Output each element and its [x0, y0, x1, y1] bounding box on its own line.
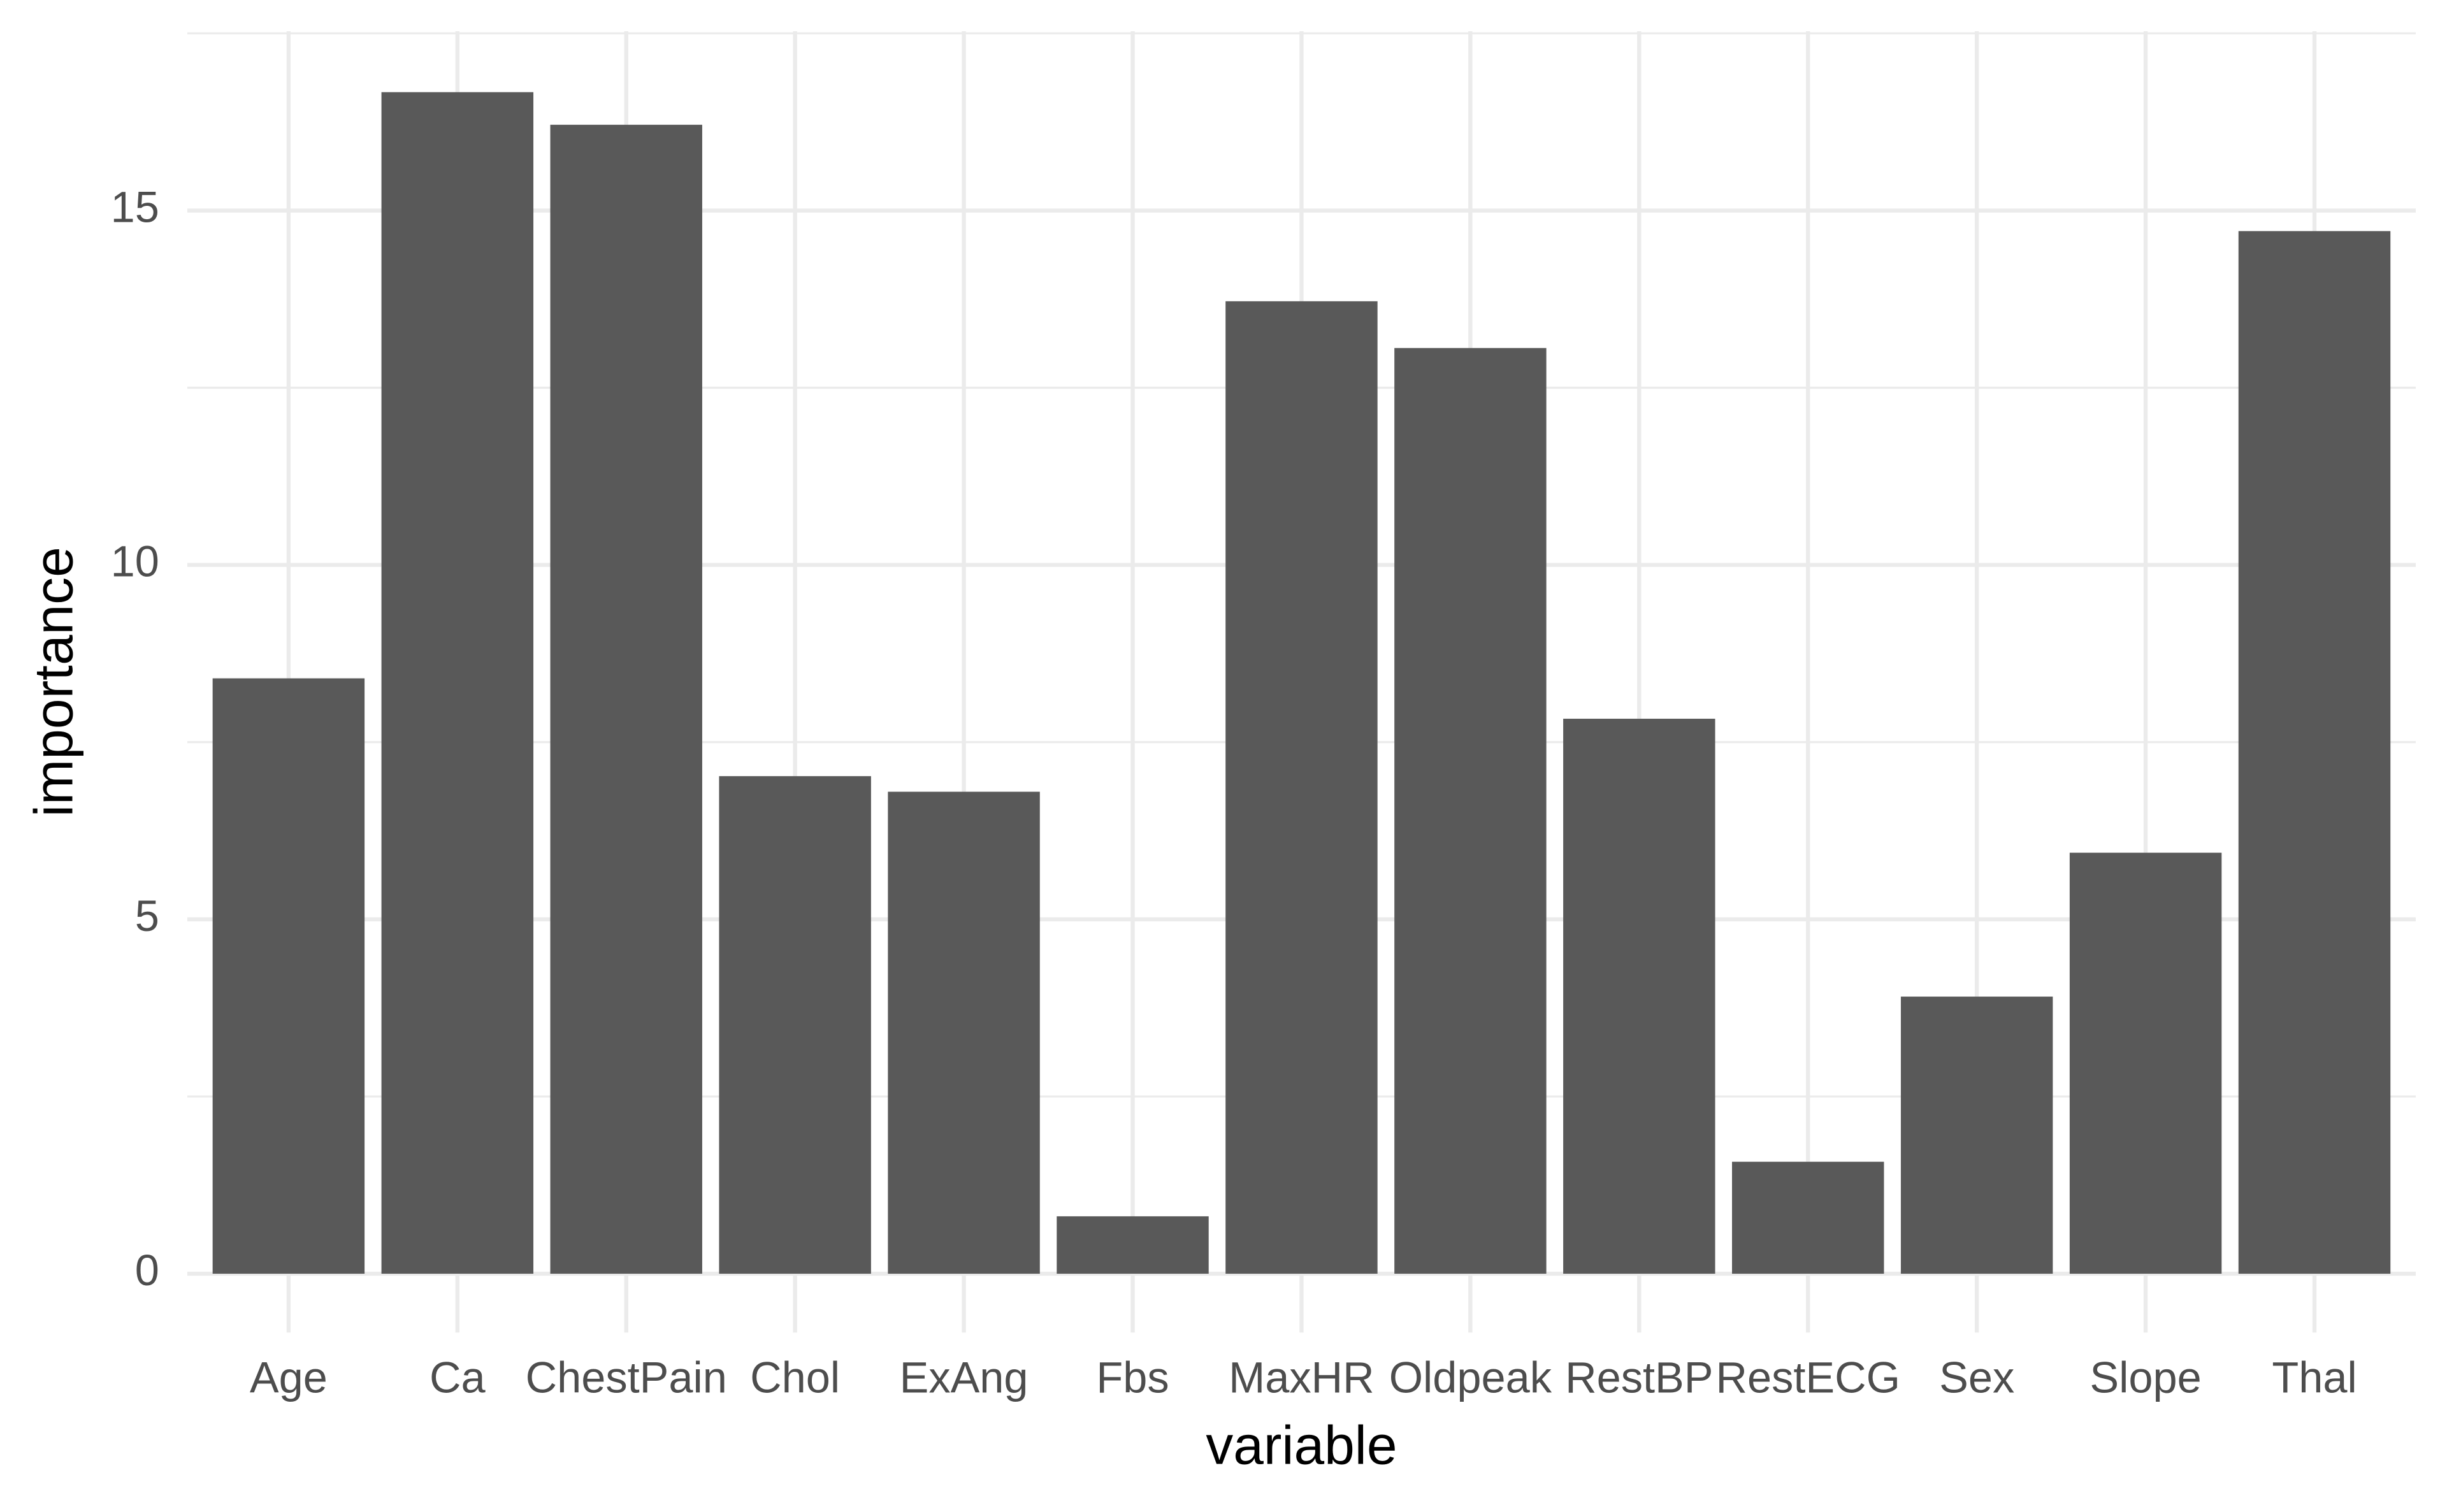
y-tick-label: 5	[135, 891, 159, 940]
x-tick-label: ChestPain	[526, 1353, 727, 1402]
y-tick-label: 15	[111, 183, 159, 232]
bar	[1394, 348, 1547, 1274]
x-tick-label: Slope	[2090, 1353, 2201, 1402]
x-tick-label: Age	[250, 1353, 328, 1402]
y-tick-label: 0	[135, 1246, 159, 1295]
bar	[550, 124, 702, 1274]
x-tick-label: Chol	[750, 1353, 840, 1402]
x-tick-label: Sex	[1939, 1353, 2014, 1402]
bar	[2238, 231, 2391, 1274]
bar	[1900, 997, 2053, 1274]
x-tick-label: RestECG	[1715, 1353, 1900, 1402]
bar	[1225, 301, 1378, 1274]
bar	[888, 791, 1040, 1274]
bar	[381, 92, 534, 1274]
bar	[719, 776, 871, 1274]
bar	[2069, 853, 2222, 1274]
bar	[1732, 1162, 1884, 1274]
x-tick-label: Oldpeak	[1389, 1353, 1552, 1402]
x-tick-label: Ca	[429, 1353, 486, 1402]
bar	[1563, 719, 1715, 1274]
x-axis-title: variable	[1206, 1415, 1397, 1476]
bar	[1057, 1216, 1209, 1274]
x-tick-label: RestBP	[1565, 1353, 1713, 1402]
y-tick-label: 10	[111, 537, 159, 586]
y-axis-title: importance	[23, 547, 84, 817]
x-tick-label: ExAng	[900, 1353, 1029, 1402]
x-tick-label: MaxHR	[1229, 1353, 1375, 1402]
x-tick-label: Thal	[2272, 1353, 2357, 1402]
x-tick-label: Fbs	[1096, 1353, 1169, 1402]
bar	[212, 678, 365, 1274]
